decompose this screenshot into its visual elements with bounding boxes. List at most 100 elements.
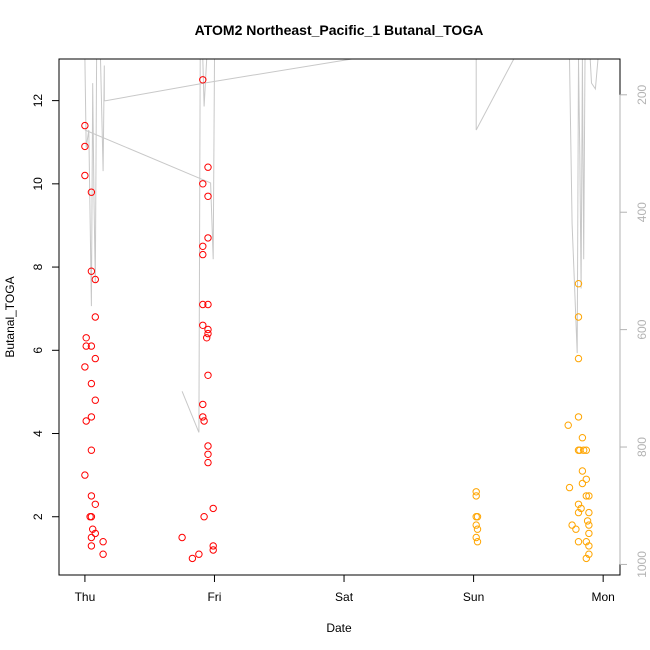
data-point bbox=[574, 413, 583, 421]
data-point bbox=[99, 550, 107, 558]
data-point bbox=[209, 504, 217, 513]
data-point bbox=[473, 538, 482, 546]
data-point bbox=[204, 458, 212, 467]
right-axis: 200 400 600 800 1000 bbox=[619, 84, 649, 578]
data-point bbox=[572, 525, 580, 533]
data-point bbox=[574, 313, 583, 321]
data-point bbox=[87, 542, 96, 550]
data-point bbox=[188, 554, 197, 563]
data-point bbox=[91, 396, 100, 404]
y-tick-label: 2 bbox=[31, 513, 45, 520]
data-point bbox=[582, 446, 590, 454]
data-point bbox=[204, 192, 212, 201]
data-point bbox=[81, 363, 89, 371]
data-point bbox=[87, 492, 96, 500]
profile-line-segment bbox=[526, 58, 599, 354]
data-point bbox=[583, 517, 592, 525]
data-point bbox=[204, 325, 212, 334]
data-point bbox=[91, 500, 100, 508]
data-point bbox=[574, 354, 583, 363]
data-point bbox=[87, 267, 96, 275]
y-axis-label: Butanal_TOGA bbox=[3, 276, 17, 357]
chart-title: ATOM2 Northeast_Pacific_1 Butanal_TOGA bbox=[195, 22, 484, 38]
data-point bbox=[472, 533, 480, 542]
data-point bbox=[585, 529, 593, 538]
data-point bbox=[91, 354, 100, 363]
data-point bbox=[81, 142, 89, 151]
data-point bbox=[582, 492, 590, 500]
profile-line-segment bbox=[84, 58, 383, 307]
x-tick-label: Fri bbox=[207, 590, 221, 604]
right-axis-tick-label: 800 bbox=[635, 437, 649, 457]
data-point bbox=[204, 300, 212, 309]
data-point bbox=[472, 488, 480, 496]
data-point bbox=[568, 521, 576, 529]
data-point bbox=[87, 533, 96, 542]
data-point bbox=[204, 329, 212, 338]
data-point bbox=[82, 334, 90, 342]
data-point bbox=[209, 542, 217, 550]
data-point bbox=[82, 342, 90, 350]
data-point bbox=[82, 417, 90, 425]
data-point bbox=[580, 446, 588, 454]
data-point bbox=[574, 538, 583, 546]
y-tick-label: 12 bbox=[31, 94, 45, 108]
data-point bbox=[582, 475, 590, 483]
data-point bbox=[585, 508, 593, 517]
data-point bbox=[574, 500, 583, 508]
data-point bbox=[200, 513, 208, 521]
data-point bbox=[473, 525, 482, 533]
data-point bbox=[199, 400, 207, 409]
data-point bbox=[195, 550, 203, 558]
data-point bbox=[87, 188, 96, 196]
data-point bbox=[199, 300, 207, 309]
data-point bbox=[473, 513, 482, 521]
data-point bbox=[199, 180, 207, 188]
data-point bbox=[204, 442, 212, 450]
data-point bbox=[199, 250, 207, 259]
x-tick-label: Thu bbox=[75, 590, 96, 604]
right-axis-tick-label: 600 bbox=[635, 319, 649, 339]
data-point bbox=[81, 471, 89, 479]
data-point bbox=[87, 513, 96, 521]
data-point bbox=[472, 521, 480, 529]
data-point bbox=[200, 417, 208, 425]
data-point bbox=[81, 171, 89, 180]
x-axis-label: Date bbox=[326, 621, 352, 635]
data-point bbox=[564, 421, 572, 429]
data-point bbox=[87, 342, 96, 350]
data-point bbox=[178, 533, 186, 542]
data-point bbox=[574, 280, 583, 288]
data-point bbox=[204, 371, 212, 379]
data-point bbox=[204, 450, 212, 458]
x-tick-label: Sun bbox=[463, 590, 484, 604]
data-point bbox=[578, 434, 587, 442]
data-point bbox=[585, 492, 593, 500]
y-tick-label: 6 bbox=[31, 347, 45, 354]
data-point bbox=[91, 275, 100, 284]
data-point bbox=[199, 76, 207, 84]
data-point bbox=[91, 529, 100, 538]
right-axis-tick-label: 400 bbox=[635, 202, 649, 222]
data-point bbox=[472, 492, 480, 500]
x-tick-label: Sat bbox=[335, 590, 354, 604]
data-point bbox=[585, 542, 593, 550]
data-point bbox=[199, 242, 207, 251]
x-tick-label: Mon bbox=[591, 590, 614, 604]
data-point bbox=[87, 379, 96, 388]
profile-line-group bbox=[84, 58, 599, 433]
data-point bbox=[578, 479, 587, 488]
data-point bbox=[585, 521, 593, 529]
data-point bbox=[578, 467, 587, 475]
data-point bbox=[582, 554, 590, 563]
data-point bbox=[209, 546, 217, 554]
y-tick-label: 4 bbox=[31, 430, 45, 437]
data-point bbox=[199, 321, 207, 329]
y-axis: 2 4 6 8 10 12 bbox=[31, 94, 60, 520]
profile-line-segment bbox=[84, 58, 216, 433]
data-point bbox=[574, 508, 583, 517]
data-point bbox=[87, 446, 96, 454]
profile-line-segment bbox=[475, 58, 515, 131]
data-point bbox=[81, 121, 89, 130]
